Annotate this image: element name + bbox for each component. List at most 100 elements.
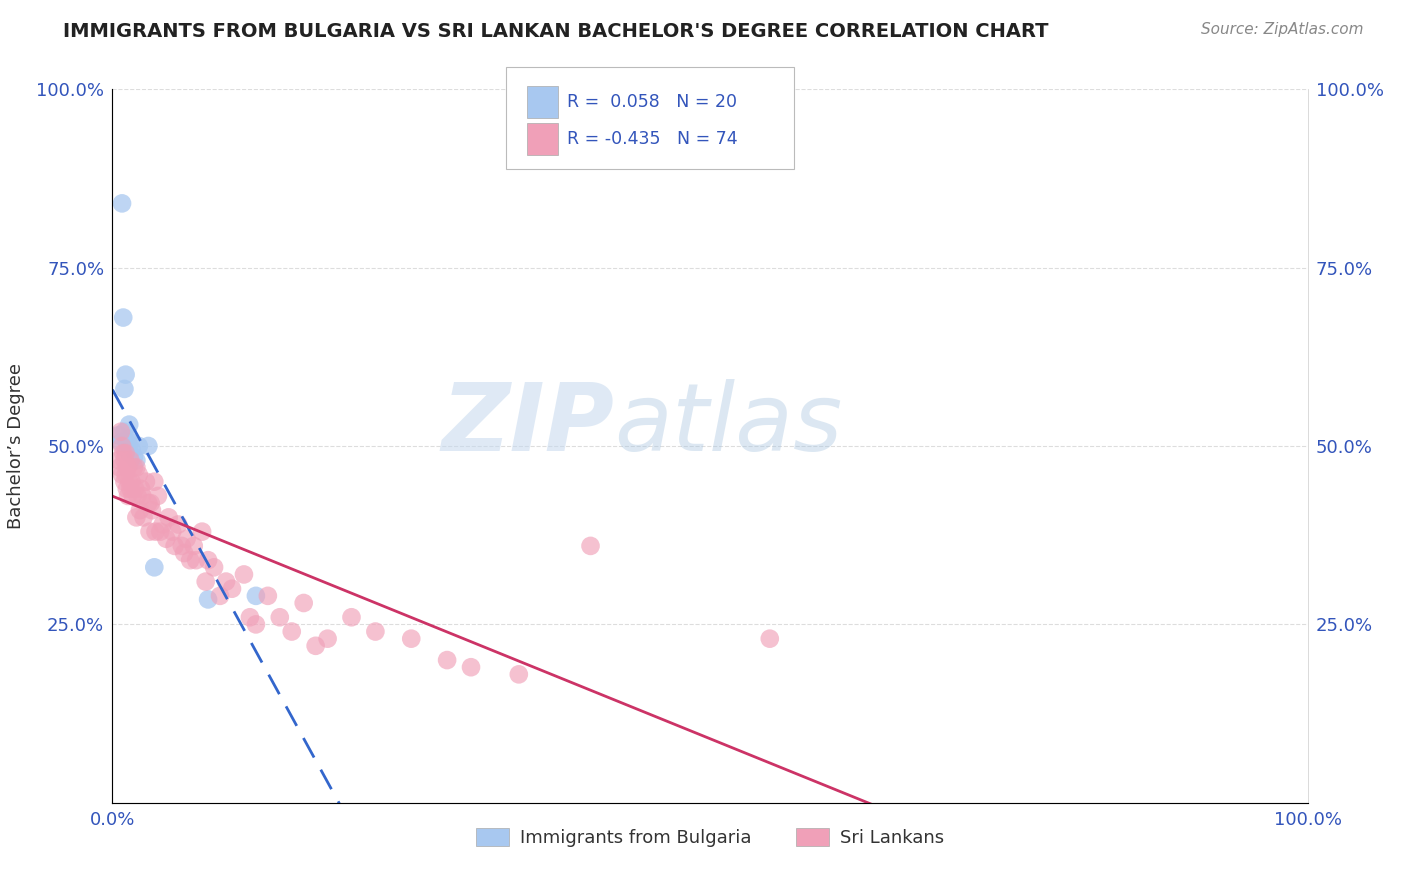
Point [131, 489, 153, 503]
Point [108, 460, 131, 475]
Point [146, 489, 169, 503]
Point [245, 589, 267, 603]
Point [401, 632, 423, 646]
Point [155, 532, 177, 546]
Point [122, 450, 145, 464]
Point [120, 453, 142, 467]
Point [120, 482, 142, 496]
Text: atlas: atlas [614, 379, 842, 470]
Point [191, 524, 214, 539]
Point [127, 489, 149, 503]
Point [118, 475, 141, 489]
Point [117, 432, 139, 446]
Point [194, 574, 217, 589]
Point [115, 482, 138, 496]
Point [305, 639, 328, 653]
Point [125, 453, 148, 467]
Point [111, 196, 134, 211]
Point [129, 503, 152, 517]
Point [257, 589, 280, 603]
Y-axis label: Bachelor’s Degree: Bachelor’s Degree [7, 363, 25, 529]
Point [138, 496, 160, 510]
Point [176, 532, 198, 546]
Point [436, 653, 458, 667]
Point [316, 632, 339, 646]
Point [124, 482, 146, 496]
Point [759, 632, 782, 646]
Point [233, 567, 256, 582]
Point [292, 596, 315, 610]
Point [110, 435, 132, 450]
Point [114, 453, 135, 467]
Point [114, 382, 135, 396]
Point [110, 425, 132, 439]
Point [152, 517, 174, 532]
Point [145, 524, 167, 539]
Point [281, 624, 304, 639]
Text: ZIP: ZIP [441, 378, 614, 471]
Point [107, 428, 129, 442]
Point [118, 446, 141, 460]
Point [197, 592, 219, 607]
Point [115, 435, 138, 450]
Point [209, 589, 232, 603]
Point [129, 482, 152, 496]
Point [111, 439, 134, 453]
Point [121, 489, 143, 503]
Text: R =  0.058   N = 20: R = 0.058 N = 20 [567, 94, 737, 112]
Point [114, 425, 135, 439]
Point [163, 539, 186, 553]
Text: IMMIGRANTS FROM BULGARIA VS SRI LANKAN BACHELOR'S DEGREE CORRELATION CHART: IMMIGRANTS FROM BULGARIA VS SRI LANKAN B… [63, 22, 1049, 41]
Point [162, 524, 183, 539]
Point [167, 517, 190, 532]
Point [170, 539, 193, 553]
Point [460, 660, 482, 674]
Point [157, 510, 180, 524]
Point [117, 489, 139, 503]
Point [125, 460, 148, 475]
Point [120, 435, 142, 450]
Point [107, 453, 129, 467]
Point [364, 624, 387, 639]
Point [179, 553, 201, 567]
Legend: Immigrants from Bulgaria, Sri Lankans: Immigrants from Bulgaria, Sri Lankans [470, 822, 950, 855]
Point [138, 439, 160, 453]
Point [197, 553, 219, 567]
Point [111, 467, 134, 482]
Point [141, 503, 163, 517]
Point [239, 610, 262, 624]
Point [139, 496, 162, 510]
Point [114, 467, 136, 482]
Text: Source: ZipAtlas.com: Source: ZipAtlas.com [1201, 22, 1364, 37]
Text: R = -0.435   N = 74: R = -0.435 N = 74 [567, 130, 737, 148]
Point [215, 574, 238, 589]
Point [114, 446, 136, 460]
Point [340, 610, 363, 624]
Point [269, 610, 291, 624]
Point [183, 539, 205, 553]
Point [202, 560, 225, 574]
Point [121, 442, 143, 457]
Point [117, 460, 139, 475]
Point [143, 560, 166, 574]
Point [114, 475, 135, 489]
Point [508, 667, 530, 681]
Point [245, 617, 267, 632]
Point [579, 539, 602, 553]
Point [121, 475, 143, 489]
Point [173, 546, 195, 560]
Point [186, 553, 208, 567]
Point [128, 467, 150, 482]
Point [115, 460, 138, 475]
Point [118, 417, 141, 432]
Point [138, 524, 160, 539]
Point [112, 310, 135, 325]
Point [149, 524, 172, 539]
Point [135, 475, 157, 489]
Point [143, 475, 166, 489]
Point [132, 510, 155, 524]
Point [122, 460, 145, 475]
Point [221, 582, 243, 596]
Point [114, 368, 136, 382]
Point [128, 439, 150, 453]
